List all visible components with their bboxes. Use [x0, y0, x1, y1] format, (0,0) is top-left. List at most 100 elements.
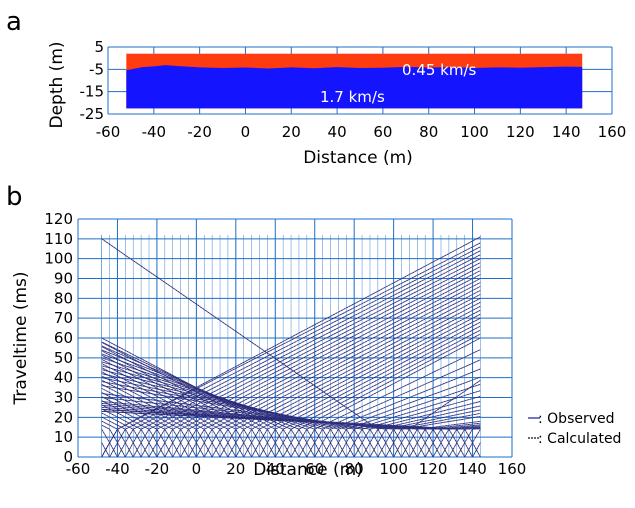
panel-b-observed-curve-4-left	[101, 424, 126, 458]
panel-a-lower-layer-label: 1.7 km/s	[320, 88, 385, 106]
panel-b-y-tick-6: 60	[54, 329, 73, 347]
panel-b-observed-curve-12-right	[188, 286, 481, 458]
panel-a-x-tick-0: -60	[96, 123, 121, 141]
panel-a-x-tick-8: 100	[460, 123, 489, 141]
panel-a-y-tick-2: -15	[80, 83, 105, 101]
panel-b-calculated-curve-6-right	[140, 262, 481, 458]
panel-b-x-axis-label: Distance (m)	[253, 460, 363, 480]
panel-b-observed-curve-24-left	[101, 341, 284, 458]
panel-a-velocity-model	[126, 53, 583, 109]
panel-b-calculated-curve-30-right	[330, 384, 481, 458]
panel-b: b -60 -40 -20 0 20 40 60 80 100 120 140 160 0102030…	[6, 182, 621, 480]
panel-b-calculated-curve-13-left	[101, 388, 197, 458]
panel-b-y-tick-2: 20	[54, 408, 73, 426]
panel-b-x-tick-6: 60	[305, 460, 324, 478]
panel-b-x-tick-11: 160	[498, 460, 527, 478]
panel-b-calculated-curve-4-right	[125, 254, 481, 458]
panel-b-y-tick-3: 30	[54, 389, 73, 407]
panel-b-traveltime-curves	[101, 234, 481, 458]
panel-b-calculated-curve-11-left	[101, 396, 181, 458]
panel-b-calculated-curve-28-right	[314, 368, 481, 458]
panel-b-y-tick-4: 40	[54, 369, 73, 387]
panel-b-observed-curve-38-right	[393, 379, 481, 458]
panel-b-calculated-curve-4-left	[101, 424, 126, 458]
panel-a-y-tick-labels: 5 -5 -15 -25	[80, 38, 105, 123]
panel-b-y-axis-label: Traveltime (ms)	[11, 271, 31, 405]
panel-b-calculated-curve-41-right	[417, 424, 481, 458]
panel-b-y-tick-9: 90	[54, 270, 73, 288]
panel-b-y-tick-5: 50	[54, 349, 73, 367]
panel-b-calculated-curve-10-right	[172, 278, 481, 458]
panel-b-calculated-curve-44-right	[440, 427, 481, 458]
panel-b-x-tick-1: -40	[105, 460, 130, 478]
panel-b-label: b	[6, 182, 23, 212]
panel-b-calculated-curve-24-left	[101, 342, 284, 458]
panel-b-calculated-curve-10-left	[101, 400, 173, 458]
panel-b-calculated-curve-32-left	[101, 365, 347, 458]
panel-a-x-tick-10: 140	[552, 123, 581, 141]
panel-b-calculated-curve-8-left	[101, 408, 158, 458]
panel-b-y-tick-11: 110	[44, 230, 73, 248]
panel-b-observed-curve-5-left	[101, 420, 134, 458]
panel-b-calculated-curve-15-left	[101, 379, 213, 458]
panel-b-observed-curve-10-right	[172, 278, 481, 458]
panel-a-x-axis-label: Distance (m)	[303, 148, 413, 168]
panel-a-upper-layer-label: 0.45 km/s	[402, 61, 477, 79]
panel-a-y-tick-3: -25	[80, 105, 105, 123]
panel-b-y-tick-10: 100	[44, 250, 73, 268]
panel-b-calculated-curve-18-left	[101, 367, 237, 458]
panel-b-y-tick-1: 10	[54, 428, 73, 446]
panel-b-calculated-curve-29-left	[101, 353, 323, 458]
panel-b-calculated-curve-38-left	[101, 238, 394, 458]
panel-b-calculated-curve-49-left	[101, 409, 481, 458]
panel-b-calculated-curve-39-right	[401, 421, 481, 458]
legend: : Observed : Calculated	[528, 411, 621, 447]
panel-b-y-tick-12: 120	[44, 210, 73, 228]
panel-b-observed-curve-28-right	[314, 368, 481, 458]
panel-a-y-tick-1: -5	[89, 60, 104, 78]
panel-b-calculated-curve-46-right	[456, 428, 481, 458]
panel-b-x-tick-3: 0	[192, 460, 202, 478]
panel-b-x-tick-7: 80	[345, 460, 364, 478]
panel-b-calculated-curve-42-right	[424, 425, 481, 458]
panel-b-observed-curve-33-left	[101, 369, 355, 458]
panel-a-y-axis-label: Depth (m)	[47, 41, 67, 128]
panel-b-x-tick-0: -60	[66, 460, 91, 478]
panel-b-calculated-curve-40-left	[101, 397, 410, 458]
panel-a-x-tick-6: 60	[373, 123, 392, 141]
panel-b-x-tick-5: 40	[266, 460, 285, 478]
panel-a-x-tick-7: 80	[419, 123, 438, 141]
legend-calculated-label: : Calculated	[538, 431, 621, 447]
panel-a-x-tick-2: -20	[187, 123, 212, 141]
panel-b-calculated-curve-7-left	[101, 412, 150, 458]
panel-b-x-tick-labels: -60 -40 -20 0 20 40 60 80 100 120 140 160	[66, 460, 527, 478]
panel-b-calculated-curve-35-left	[101, 377, 371, 458]
panel-b-calculated-curve-41-left	[101, 401, 418, 458]
panel-b-calculated-curve-8-right	[156, 270, 481, 458]
panel-b-observed-curve-2-left	[101, 442, 110, 458]
panel-b-x-tick-10: 140	[458, 460, 487, 478]
panel-b-x-tick-8: 100	[379, 460, 408, 478]
panel-b-calculated-curve-3-left	[101, 429, 118, 458]
panel-b-calculated-curve-12-right	[188, 286, 481, 458]
panel-b-calculated-curve-2-right	[109, 246, 481, 458]
panel-b-calculated-curve-48-left	[101, 411, 473, 458]
panel-b-calculated-curve-31-left	[101, 361, 339, 458]
panel-b-observed-curve-46-right	[456, 428, 481, 458]
panel-a-x-tick-1: -40	[142, 123, 167, 141]
panel-b-calculated-curve-36-left	[101, 381, 379, 458]
panel-a-x-tick-labels: -60 -40 -20 0 20 40 60 80 100 120 140 160	[96, 123, 627, 141]
panel-b-calculated-curve-22-left	[101, 350, 268, 458]
panel-a-x-tick-4: 20	[282, 123, 301, 141]
panel-a-y-tick-0: 5	[94, 38, 104, 56]
panel-a-x-tick-11: 160	[598, 123, 627, 141]
panel-a-x-tick-9: 120	[506, 123, 535, 141]
panel-a-label: a	[6, 7, 22, 37]
panel-b-x-tick-9: 120	[419, 460, 448, 478]
panel-a-lower-layer	[126, 65, 583, 109]
panel-a-x-tick-3: 0	[241, 123, 251, 141]
panel-b-x-tick-2: -20	[145, 460, 170, 478]
panel-b-calculated-curve-12-left	[101, 392, 189, 458]
